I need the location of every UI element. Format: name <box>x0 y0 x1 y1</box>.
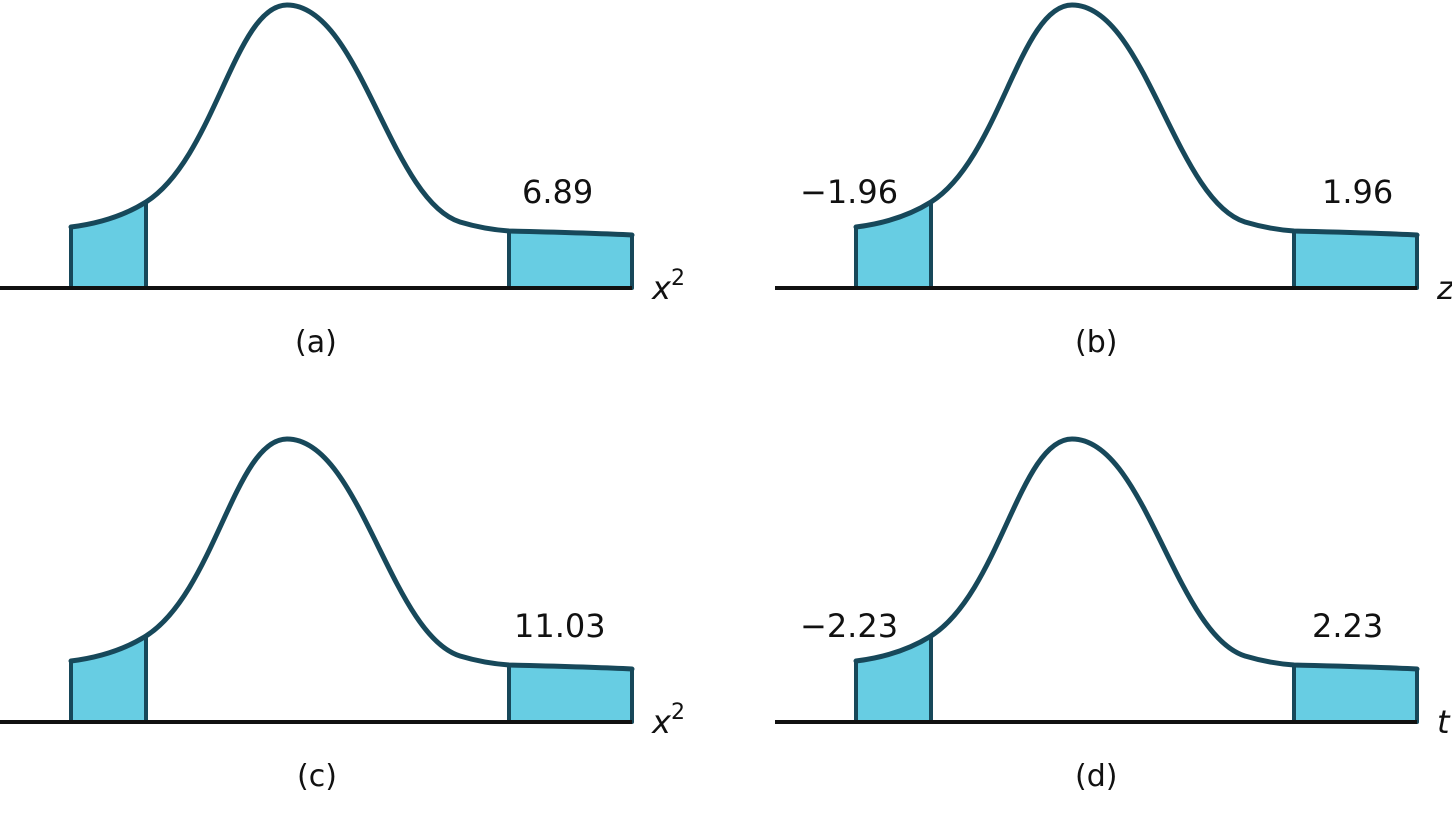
axis-variable-label: t <box>1437 703 1450 741</box>
panel-caption: (d) <box>1075 759 1118 794</box>
left-tail-region <box>854 200 933 290</box>
panel-c-graphic <box>0 436 635 724</box>
panel-c: 11.03 x 2 (c) <box>0 434 726 836</box>
left-critical-value: −1.96 <box>800 173 899 211</box>
left-tail-region <box>854 634 933 724</box>
right-tail-region <box>1292 229 1419 290</box>
axis-variable-label: z <box>1437 272 1452 304</box>
panel-a: 6.89 x 2 (a) <box>0 0 726 402</box>
panel-d-graphic <box>775 436 1420 724</box>
right-tail-region <box>507 663 634 724</box>
left-tail-region <box>69 634 148 724</box>
left-critical-value: −2.23 <box>800 607 899 645</box>
right-critical-value: 1.96 <box>1322 173 1394 211</box>
right-critical-value: 6.89 <box>522 173 594 211</box>
axis-variable-superscript: 2 <box>671 700 685 725</box>
right-tail-region <box>1292 663 1419 724</box>
panel-b: −1.96 1.96 z (b) <box>775 0 1452 402</box>
right-critical-value: 11.03 <box>514 607 606 645</box>
right-tail-region <box>507 229 634 290</box>
left-tail-region <box>69 200 148 290</box>
distribution-curve <box>853 2 1420 238</box>
right-critical-value: 2.23 <box>1312 607 1384 645</box>
axis-variable-label: x <box>652 269 671 307</box>
panel-caption: (a) <box>295 325 337 360</box>
panel-d: −2.23 2.23 t (d) <box>775 434 1452 836</box>
panel-b-graphic <box>775 2 1420 290</box>
axis-variable-label: x <box>652 703 671 741</box>
distribution-figure: 6.89 x 2 (a) −1.96 1.96 z (b) 11.03 x 2 … <box>0 0 1452 792</box>
panel-caption: (c) <box>297 759 337 794</box>
panel-a-graphic <box>0 2 635 290</box>
distribution-curve <box>853 436 1420 672</box>
distribution-curve <box>68 2 635 238</box>
distribution-curve <box>68 436 635 672</box>
panel-caption: (b) <box>1075 325 1118 360</box>
axis-variable-superscript: 2 <box>671 266 685 291</box>
